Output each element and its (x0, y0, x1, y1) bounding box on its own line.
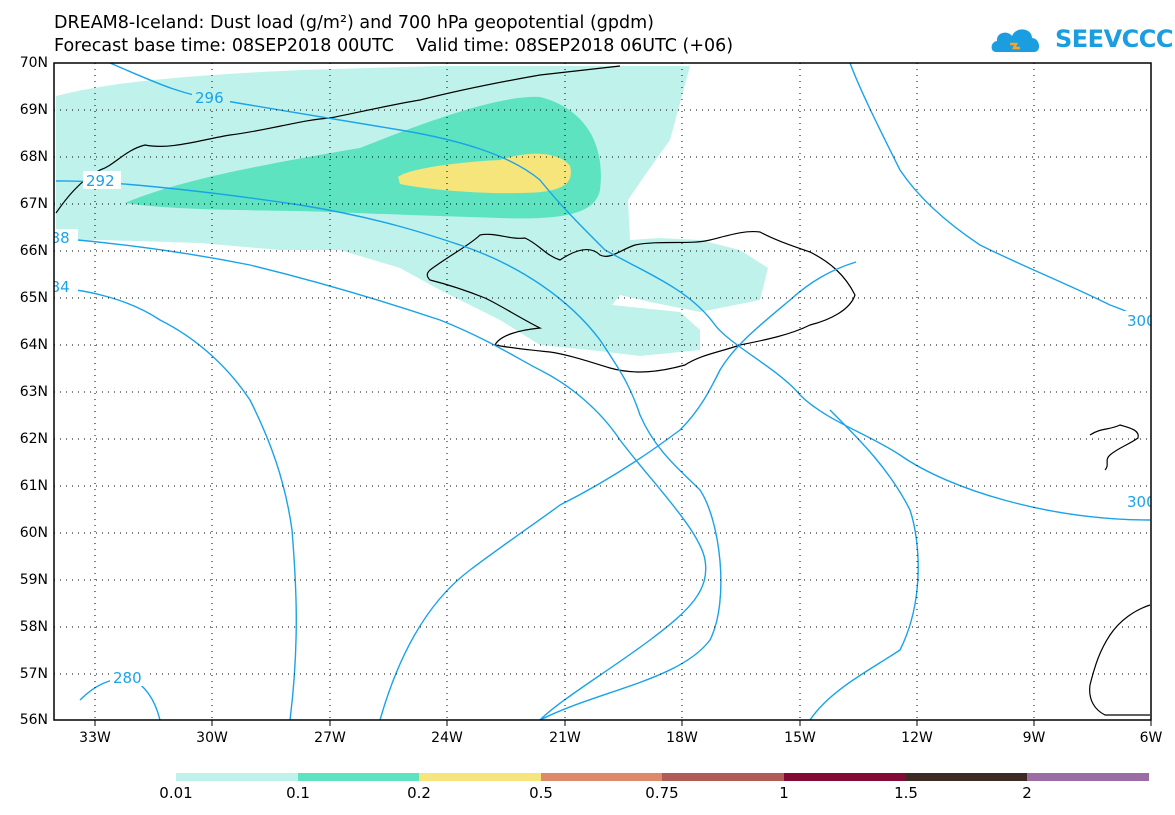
contour-label-300-south: 300 (1127, 493, 1156, 511)
lon-label-9w: 9W (1022, 730, 1046, 746)
lon-label-33w: 33W (79, 730, 111, 746)
coastline (55, 65, 1151, 716)
lat-label-70n: 70N (19, 55, 48, 71)
contour-label-284: 284 (41, 278, 70, 296)
colorbar-swatch-2 (298, 773, 419, 781)
contour-label-300-north: 300 (1127, 312, 1156, 330)
lat-label-64n: 64N (19, 337, 48, 353)
colorbar-label-1: 1 (779, 784, 789, 802)
contour-label-292: 292 (86, 172, 115, 190)
colorbar-swatch-5 (662, 773, 784, 781)
axis-ticks (94, 720, 1152, 726)
lat-label-60n: 60N (19, 525, 48, 541)
colorbar-label-0.5: 0.5 (529, 784, 553, 802)
lon-label-15w: 15W (784, 730, 816, 746)
lat-label-66n: 66N (19, 243, 48, 259)
lat-label-61n: 61N (19, 478, 48, 494)
dust-area-0.2 (398, 153, 571, 194)
title-line-1: DREAM8-Iceland: Dust load (g/m²) and 700… (54, 13, 654, 33)
colorbar-swatch-1 (176, 773, 298, 781)
lon-label-12w: 12W (901, 730, 933, 746)
title-line-2: Forecast base time: 08SEP2018 00UTC Vali… (54, 36, 734, 56)
colorbar-label-0.01: 0.01 (159, 784, 193, 802)
logo-text: SEEVCCC (1055, 25, 1174, 53)
colorbar-swatch-7 (906, 773, 1027, 781)
contour-label-288: 288 (41, 229, 70, 247)
map-frame (53, 62, 1152, 721)
lon-label-18w: 18W (666, 730, 698, 746)
contour-label-280: 280 (113, 669, 142, 687)
colorbar-label-1.5: 1.5 (894, 784, 918, 802)
lon-label-21w: 21W (549, 730, 581, 746)
colorbar-swatch-6 (784, 773, 906, 781)
colorbar-swatch-8 (1027, 773, 1149, 781)
lat-label-68n: 68N (19, 149, 48, 165)
colorbar-label-0.1: 0.1 (286, 784, 310, 802)
lat-label-65n: 65N (19, 290, 48, 306)
colorbar (176, 773, 1149, 781)
lat-label-62n: 62N (19, 431, 48, 447)
colorbar-label-0.2: 0.2 (407, 784, 431, 802)
lon-label-24w: 24W (431, 730, 463, 746)
contour-label-group: 296 292 288 284 280 300 300 (41, 88, 1156, 687)
colorbar-label-0.75: 0.75 (645, 784, 679, 802)
lat-label-58n: 58N (19, 619, 48, 635)
lat-label-63n: 63N (19, 384, 48, 400)
lat-label-67n: 67N (19, 196, 48, 212)
lon-label-6w: 6W (1139, 730, 1163, 746)
lon-label-30w: 30W (196, 730, 228, 746)
colorbar-swatch-4 (541, 773, 662, 781)
colorbar-swatch-3 (419, 773, 541, 781)
contour-label-296: 296 (195, 89, 224, 107)
colorbar-label-2: 2 (1022, 784, 1032, 802)
lat-label-59n: 59N (19, 572, 48, 588)
lon-label-27w: 27W (314, 730, 346, 746)
lat-label-56n: 56N (19, 712, 48, 728)
lat-label-57n: 57N (19, 666, 48, 682)
cloud-icon (991, 29, 1040, 52)
lat-label-69n: 69N (19, 102, 48, 118)
